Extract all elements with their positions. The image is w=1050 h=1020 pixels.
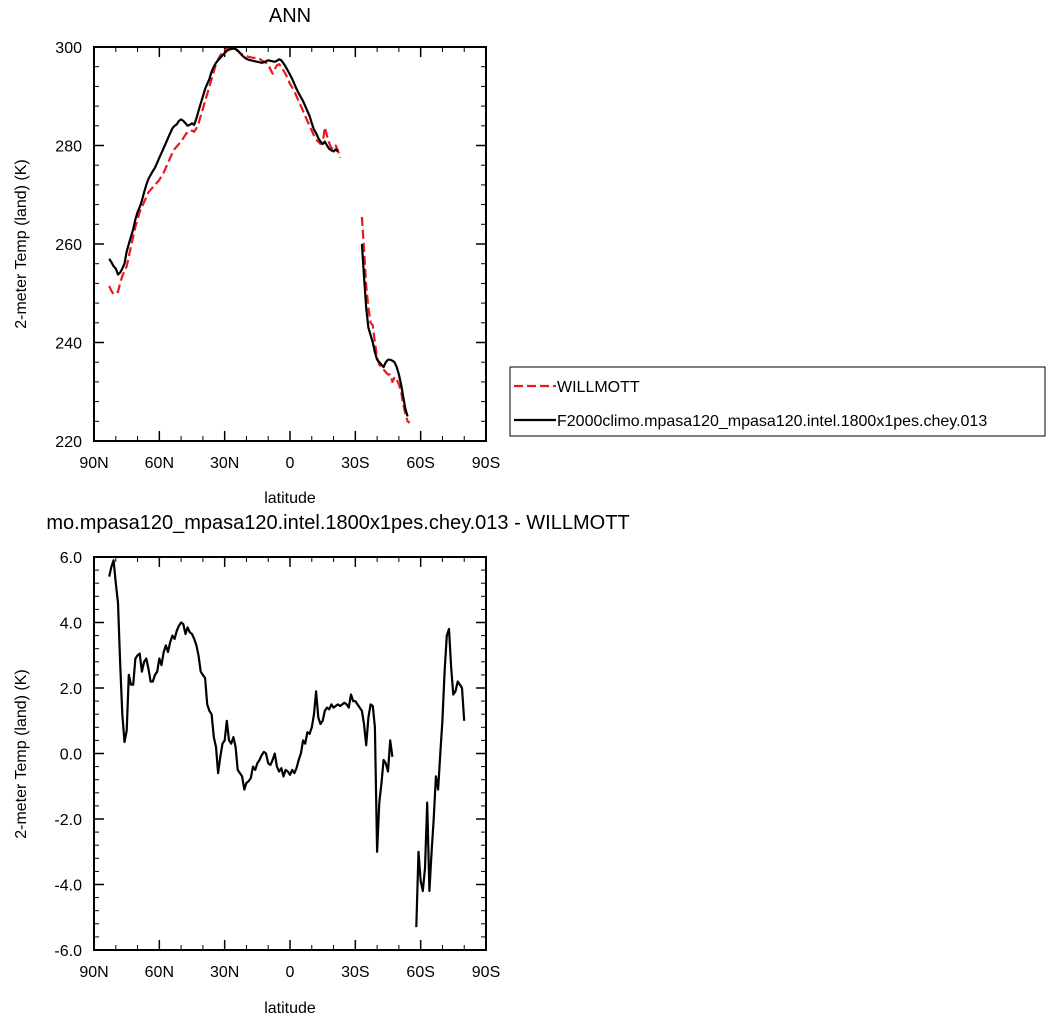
x-tick-label: 60N (145, 455, 174, 472)
series-line-f2000climo (108, 47, 339, 276)
x-tick-label: 0 (286, 964, 295, 981)
chart-title: ANN (269, 5, 311, 27)
y-tick-label: 240 (55, 336, 82, 353)
series-line-f2000climo (360, 243, 409, 417)
y-tick-label: 280 (55, 139, 82, 156)
x-tick-label: 60S (406, 964, 434, 981)
y-axis-label: 2-meter Temp (land) (K) (13, 159, 30, 329)
y-tick-label: 300 (55, 40, 82, 57)
plot-frame (93, 46, 487, 442)
series-line-difference (415, 627, 466, 928)
legend-label-willmott: WILLMOTT (557, 379, 640, 396)
x-tick-label: 30S (341, 455, 369, 472)
tick-marks (93, 46, 487, 442)
series-lines (108, 559, 466, 928)
legend-box (509, 366, 1046, 437)
x-axis-label: latitude (264, 1000, 316, 1017)
x-tick-label: 30S (341, 964, 369, 981)
x-tick-label: 30N (210, 964, 239, 981)
x-tick-label: 90S (472, 964, 500, 981)
legend-label-model: F2000climo.mpasa120_mpasa120.intel.1800x… (557, 413, 987, 430)
legend: WILLMOTT F2000climo.mpasa120_mpasa120.in… (509, 366, 1046, 437)
x-axis-label: latitude (264, 490, 316, 507)
y-tick-label: 6.0 (60, 550, 82, 567)
y-tick-label: 0.0 (60, 747, 82, 764)
tick-labels: 90N 60N 30N 0 30S 60S 90S 220 240 260 280 300 (55, 40, 500, 472)
y-tick-label: -6.0 (54, 943, 82, 960)
y-tick-label: -2.0 (54, 812, 82, 829)
x-tick-label: 60N (145, 964, 174, 981)
x-tick-label: 90S (472, 455, 500, 472)
y-tick-label: -4.0 (54, 878, 82, 895)
y-tick-label: 4.0 (60, 616, 82, 633)
chart-ann: ANN 90N 60N 30N 0 30S 60S 90S 220 240 260 280 300 l… (13, 5, 500, 507)
chart-difference: mo.mpasa120_mpasa120.intel.1800x1pes.che… (13, 512, 630, 1017)
x-tick-label: 90N (79, 455, 108, 472)
series-line-willmott (360, 216, 411, 424)
x-tick-label: 60S (406, 455, 434, 472)
series-lines (108, 45, 411, 424)
y-tick-label: 2.0 (60, 681, 82, 698)
x-tick-label: 30N (210, 455, 239, 472)
series-line-willmott (108, 45, 342, 296)
series-line-difference (108, 559, 394, 853)
y-tick-label: 260 (55, 237, 82, 254)
plot-frame (93, 556, 487, 951)
y-tick-label: 220 (55, 434, 82, 451)
chart-title: mo.mpasa120_mpasa120.intel.1800x1pes.che… (46, 512, 629, 534)
tick-marks (93, 556, 487, 951)
y-axis-label: 2-meter Temp (land) (K) (13, 669, 30, 839)
tick-labels: 90N 60N 30N 0 30S 60S 90S -6.0 -4.0 -2.0 0.0 2.0 4.0… (54, 550, 500, 981)
x-tick-label: 90N (79, 964, 108, 981)
x-tick-label: 0 (286, 455, 295, 472)
